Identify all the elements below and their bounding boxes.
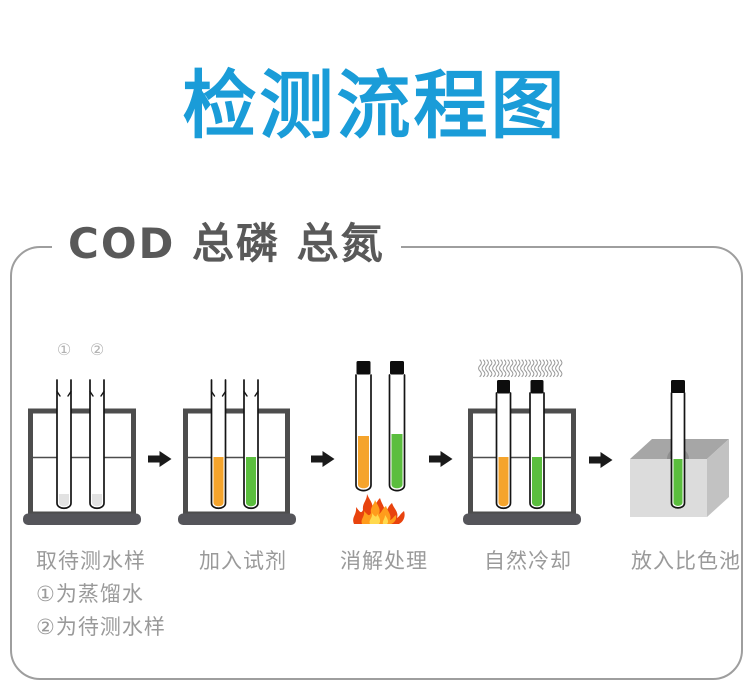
capped-test-tube-icon [529,380,545,510]
rack-two-water-tubes-icon [23,379,141,525]
step-caption-5: 放入比色池 [631,549,741,573]
test-tube-rack-icon [23,408,141,525]
tube-label-1: ① [56,340,72,359]
rack-capped-tubes-steam-icon [463,359,581,525]
arrow-right-icon [589,452,613,468]
step-caption-3: 消解处理 [340,549,428,573]
capped-test-tube-icon [355,361,372,492]
capped-test-tube-icon [495,380,512,510]
step-caption-1: 取待测水样 [36,549,146,573]
test-tube-icon [56,379,72,510]
page-title: 检测流程图 [182,63,568,149]
tube-in-colorimetric-cell-icon [630,380,729,517]
flame-icon [353,494,405,524]
capped-tubes-over-flame-icon [353,361,406,524]
test-tube-icon [243,379,259,510]
step-caption-2: 加入试剂 [199,549,287,573]
capped-test-tube-icon [670,380,686,509]
steam-icon [477,359,563,378]
step-caption-4: 自然冷却 [484,549,572,573]
capped-test-tube-icon [388,361,406,492]
rack-reagent-tubes-icon [178,379,296,525]
step-note-distilled-water: ①为蒸馏水 [36,582,144,606]
tube-label-2: ② [89,340,105,359]
arrow-right-icon [429,451,453,467]
arrow-right-icon [148,451,172,467]
flow-panel: COD 总磷 总氮 ① ② [10,218,743,680]
test-tube-rack-icon [463,408,581,525]
test-tube-rack-icon [178,408,296,525]
test-tube-icon [210,379,227,510]
step-note-sample-water: ②为待测水样 [36,615,166,639]
panel-header: COD 总磷 总氮 [52,218,401,271]
arrow-right-icon [311,451,335,467]
test-tube-icon [89,379,105,510]
